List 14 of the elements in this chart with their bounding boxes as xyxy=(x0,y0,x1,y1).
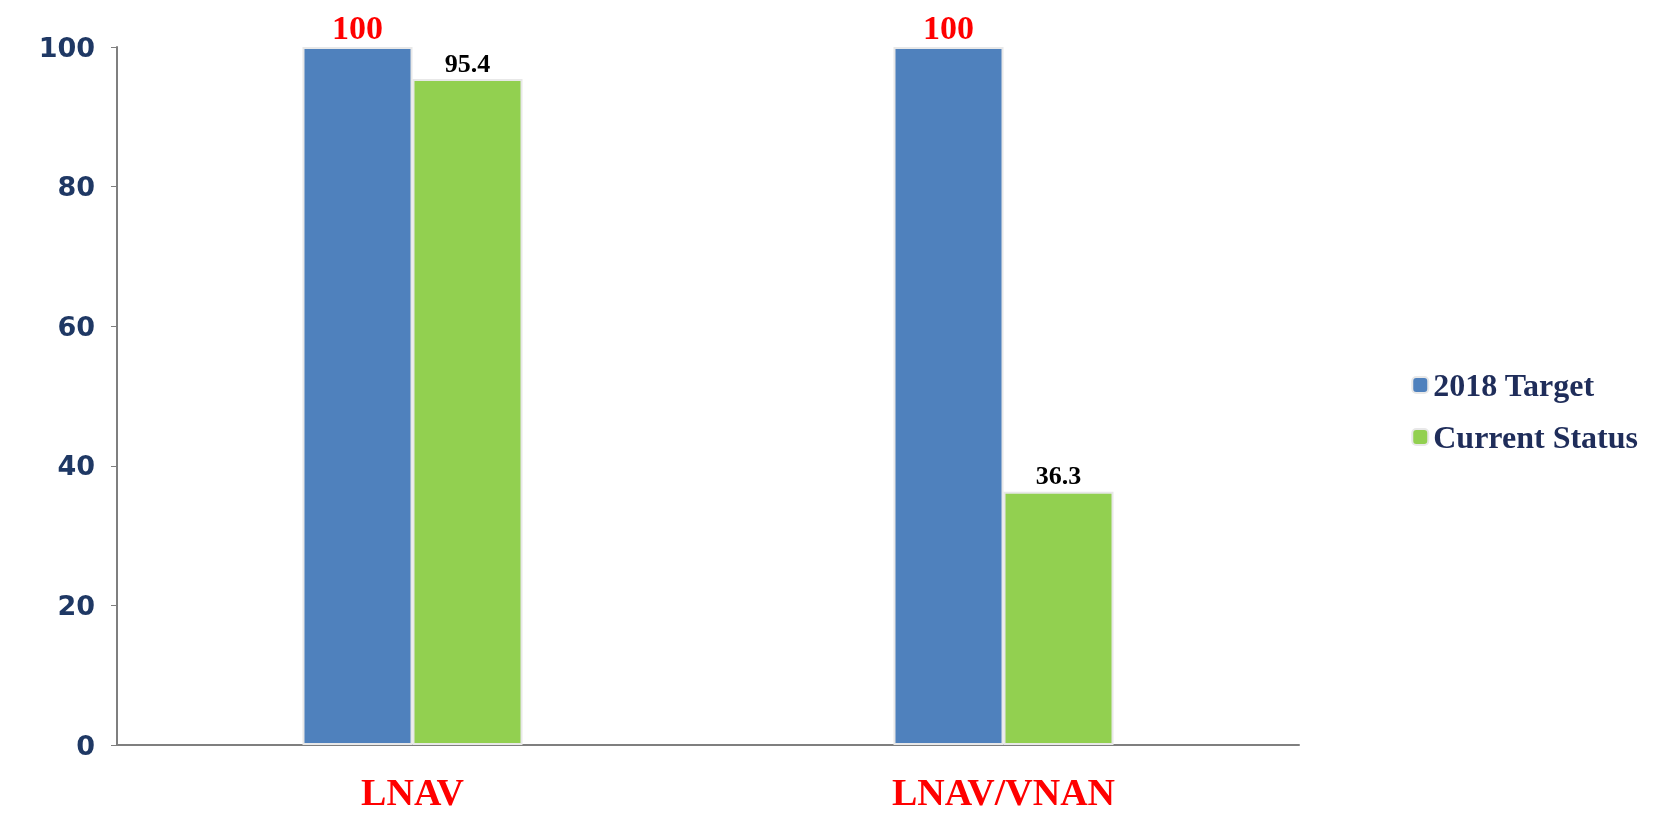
y-tick-label: 0 xyxy=(76,729,95,761)
y-tick-label: 100 xyxy=(38,31,95,63)
legend-label: 2018 Target xyxy=(1433,367,1595,403)
y-tick-label: 80 xyxy=(57,171,95,203)
data-label: 95.4 xyxy=(444,48,491,78)
y-tick-label: 60 xyxy=(57,310,95,342)
x-tick-label: LNAV/VNAN xyxy=(891,771,1116,813)
data-label: 36.3 xyxy=(1035,461,1082,491)
legend-label: Current Status xyxy=(1433,419,1638,455)
data-label: 100 xyxy=(332,8,383,46)
x-tick-label: LNAV xyxy=(361,771,465,813)
y-tick-label: 40 xyxy=(57,450,95,482)
data-label: 100 xyxy=(923,8,974,46)
y-tick-label: 20 xyxy=(57,589,95,621)
